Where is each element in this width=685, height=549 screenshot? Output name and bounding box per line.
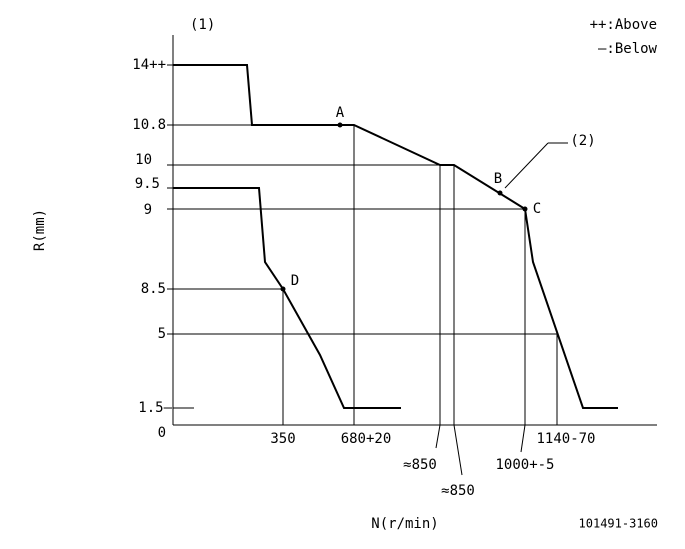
point-label: C — [533, 201, 541, 217]
point-label: D — [291, 273, 299, 289]
x-label: 1000+-5 — [495, 457, 554, 473]
point-dots — [280, 122, 528, 292]
y-axis-title: R(mm) — [32, 209, 48, 251]
y-label: 14++ — [132, 57, 166, 73]
x-label: ≈850 — [403, 457, 437, 473]
y-label: 10 — [135, 152, 152, 168]
point-label: A — [336, 105, 345, 121]
y-label: 1.5— — [138, 400, 172, 416]
marker-2: (2) — [570, 133, 595, 149]
x-label: 680+20 — [341, 431, 392, 447]
y-ticks — [167, 64, 194, 409]
marker-1: (1) — [190, 17, 215, 33]
legend-below: —:Below — [598, 41, 658, 57]
x-axis-title: N(r/min) — [371, 516, 438, 532]
y-label: 9 — [144, 202, 152, 218]
x-label: ≈850 — [441, 483, 475, 499]
y-label: 5 — [158, 326, 166, 342]
point-label: B — [494, 171, 502, 187]
y-label: 9.5 — [135, 176, 160, 192]
x-label: 1140-70 — [536, 431, 595, 447]
guide-lines — [173, 124, 568, 476]
y-label: 10.8 — [132, 117, 166, 133]
footer-code: 101491-3160 — [579, 517, 658, 531]
upper-curve — [173, 64, 618, 409]
y-label: 8.5 — [141, 281, 166, 297]
lower-curve — [173, 187, 401, 409]
legend-above: ++:Above — [590, 17, 657, 33]
y-label: 0 — [158, 425, 166, 441]
x-label: 350 — [270, 431, 295, 447]
